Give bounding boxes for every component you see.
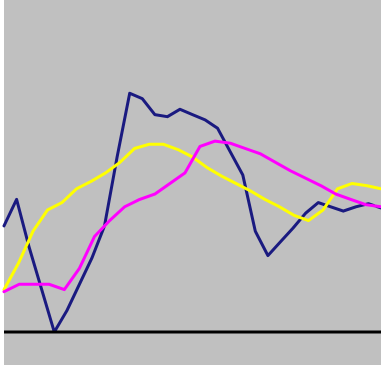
plot-area: [4, 0, 381, 365]
magenta-series-line: [2, 139, 381, 294]
navy-series-line: [2, 91, 381, 334]
series-layer: [2, 91, 381, 334]
